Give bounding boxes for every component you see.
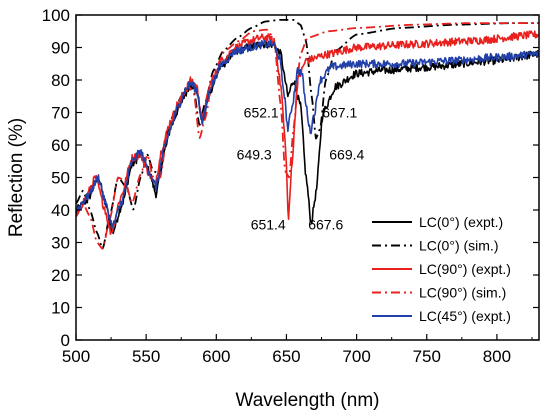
x-tick-label: 500 [62, 347, 90, 366]
x-tick-label: 550 [132, 347, 160, 366]
legend: LC(0°) (expt.) LC(0°) (sim.) LC(90°) (expt… [372, 214, 511, 324]
annotations-layer: 652.1 667.1 649.3 669.4 651.4 667.6 [237, 104, 365, 232]
legend-label: LC(0°) (expt.) [419, 214, 503, 230]
peak-annotation: 669.4 [329, 147, 364, 163]
peak-annotation: 651.4 [251, 217, 286, 233]
x-tick-label: 800 [483, 347, 511, 366]
legend-label: LC(45°) (expt.) [419, 308, 511, 324]
series-line-4 [76, 39, 539, 230]
y-tick-label: 20 [51, 266, 70, 285]
peak-annotation: 652.1 [244, 104, 279, 120]
x-tick-label: 700 [342, 347, 370, 366]
y-tick-label: 90 [51, 39, 70, 58]
x-axis-title: Wavelength (nm) [236, 390, 380, 411]
y-tick-label: 10 [51, 299, 70, 318]
legend-label: LC(0°) (sim.) [419, 238, 498, 254]
series-layer [76, 18, 539, 250]
x-tick-label: 750 [413, 347, 441, 366]
x-tick-label: 650 [272, 347, 300, 366]
ticks-layer: 500 550 600 650 700 750 800 0 10 20 30 40 50 60 70 80 90… [42, 6, 539, 366]
peak-annotation: 649.3 [237, 147, 272, 163]
series-line-1 [76, 18, 539, 250]
peak-annotation: 667.6 [308, 217, 343, 233]
y-axis-title: Reflection (%) [6, 118, 27, 237]
legend-label: LC(90°) (expt.) [419, 261, 511, 277]
y-tick-label: 40 [51, 201, 70, 220]
y-tick-label: 0 [61, 331, 70, 350]
y-tick-label: 70 [51, 104, 70, 123]
x-tick-label: 600 [202, 347, 230, 366]
legend-label: LC(90°) (sim.) [419, 285, 506, 301]
y-tick-label: 50 [51, 169, 70, 188]
y-tick-label: 60 [51, 136, 70, 155]
y-tick-label: 80 [51, 71, 70, 90]
y-tick-label: 30 [51, 234, 70, 253]
y-tick-label: 100 [42, 6, 70, 25]
peak-annotation: 667.1 [322, 104, 357, 120]
series-line-3 [76, 22, 539, 250]
